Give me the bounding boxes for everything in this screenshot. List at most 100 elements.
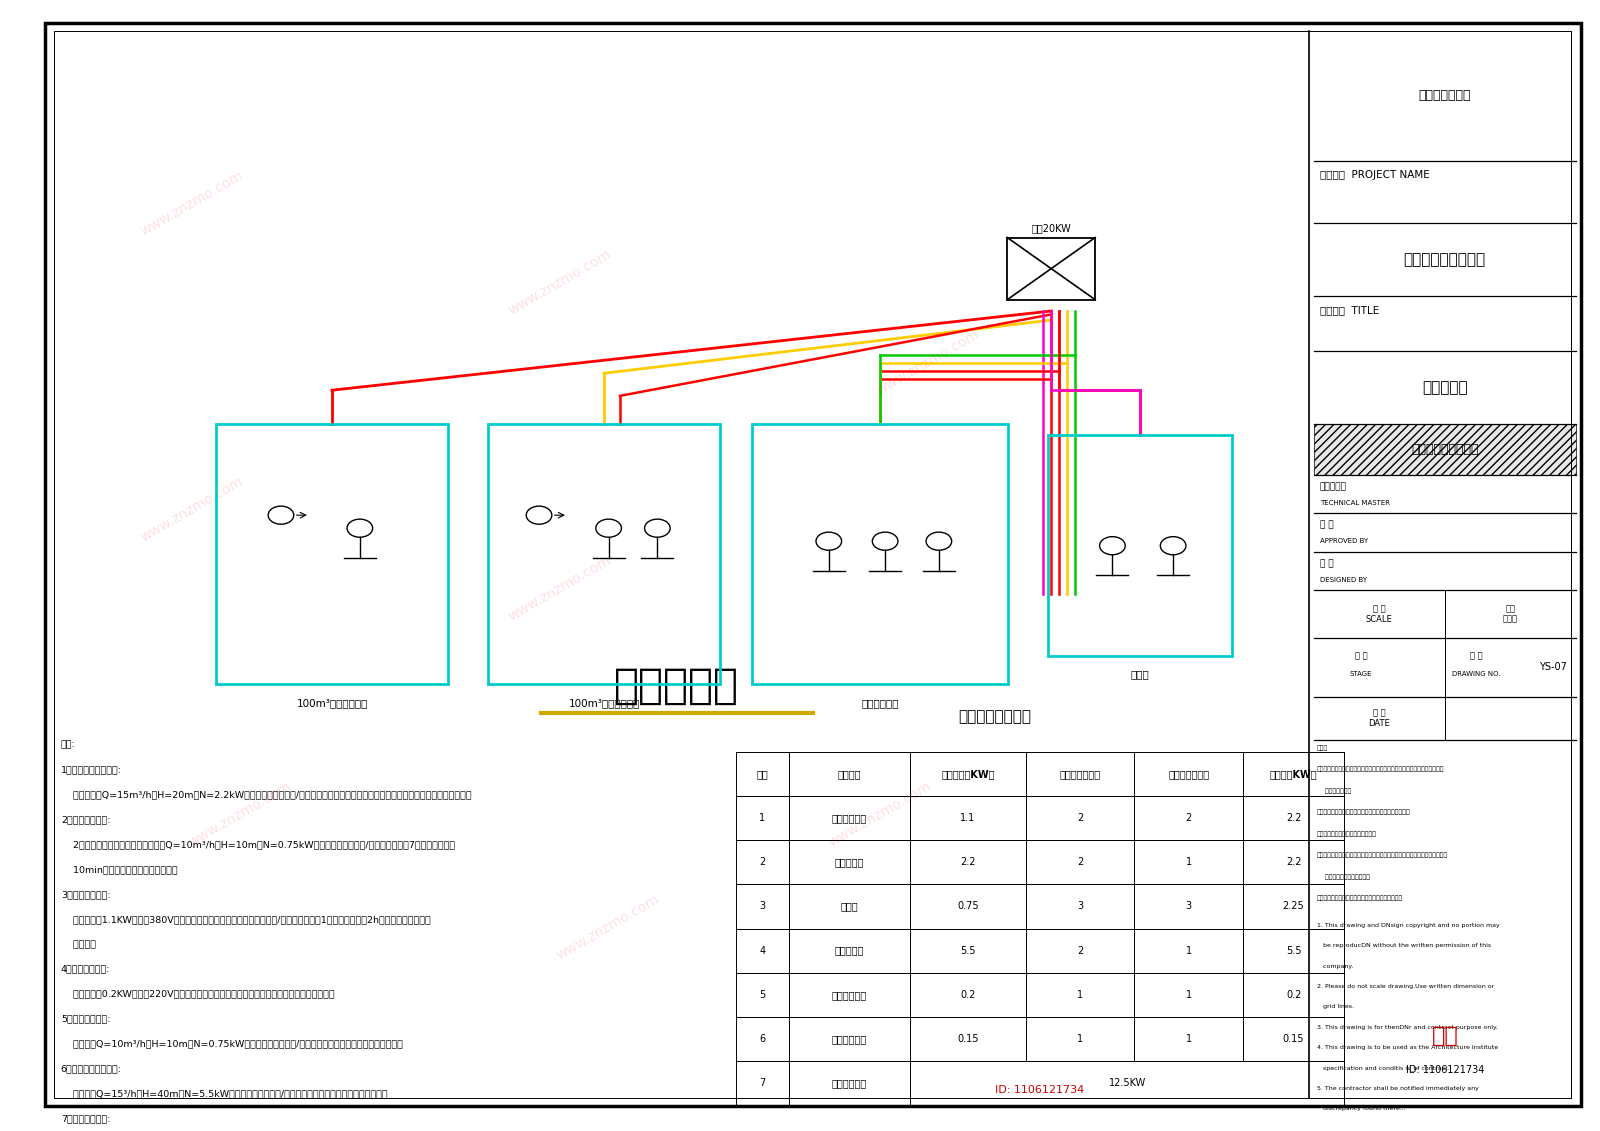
- Text: 单台功率（KW）: 单台功率（KW）: [941, 769, 995, 779]
- Text: 玻璃钢清水池: 玻璃钢清水池: [861, 698, 899, 708]
- Text: 图纸名称  TITLE: 图纸名称 TITLE: [1320, 305, 1379, 316]
- Text: 雨水提升泵: 雨水提升泵: [835, 857, 864, 867]
- Text: 1、蓄水池雨水提升泵:: 1、蓄水池雨水提升泵:: [61, 766, 122, 775]
- Text: 2个蓄水池各放置一台，泵规格为：Q=10m³/h，H=10m，N=0.75kW，控制方式为：手动/自动，自动时以7天为周期，排泥: 2个蓄水池各放置一台，泵规格为：Q=10m³/h，H=10m，N=0.75kW，…: [61, 840, 454, 849]
- Text: 6、清水池回用供水泵:: 6、清水池回用供水泵:: [61, 1064, 122, 1073]
- Text: 雨水收集与利用系统: 雨水收集与利用系统: [1411, 443, 1478, 456]
- Bar: [752, 424, 1008, 684]
- Text: 2.25: 2.25: [1283, 901, 1304, 912]
- Text: （二）切勿以比例量度此图，一切准绳以数字所示为准。: （二）切勿以比例量度此图，一切准绳以数字所示为准。: [1317, 810, 1411, 815]
- Text: 2、蓄水池排污泵:: 2、蓄水池排污泵:: [61, 815, 110, 824]
- Text: 12.5KW: 12.5KW: [1109, 1078, 1146, 1088]
- Text: 雨水回用泵: 雨水回用泵: [835, 946, 864, 956]
- Text: 位停泵；: 位停泵；: [61, 940, 96, 949]
- Bar: [1314, 424, 1576, 475]
- Text: 说明:: 说明:: [61, 741, 75, 750]
- Text: （五）承建商如发现有矛盾处，应立即通知本公司。: （五）承建商如发现有矛盾处，应立即通知本公司。: [1317, 896, 1403, 901]
- Text: 2: 2: [1186, 813, 1192, 823]
- Text: www.znzmo.com: www.znzmo.com: [138, 474, 246, 544]
- Text: 泵规格为：Q=15m³/h，H=20m，N=2.2kW，控制方式为：手动/自动，自动时蓄水池低液位停泵，高液位启泵；清水池高液位停泵；: 泵规格为：Q=15m³/h，H=20m，N=2.2kW，控制方式为：手动/自动，…: [61, 791, 472, 800]
- Text: 3. This drawing is for thenDNr and contract purpose only.: 3. This drawing is for thenDNr and contr…: [1317, 1025, 1498, 1029]
- Text: www.znzmo.com: www.znzmo.com: [874, 327, 982, 397]
- Text: 3: 3: [1077, 901, 1083, 912]
- Text: www.znzmo.com: www.znzmo.com: [506, 248, 614, 318]
- Text: 系统电气图: 系统电气图: [614, 665, 739, 707]
- Text: www.znzmo.com: www.znzmo.com: [186, 779, 294, 849]
- Bar: [1008, 238, 1094, 300]
- Text: 3: 3: [1186, 901, 1192, 912]
- Text: 10min后停泵；蓄水池低液位停泵；: 10min后停泵；蓄水池低液位停泵；: [61, 865, 178, 874]
- Text: STAGE: STAGE: [1349, 671, 1373, 677]
- Text: 0.15: 0.15: [1283, 1034, 1304, 1044]
- Text: 运行功率合计: 运行功率合计: [832, 1078, 867, 1088]
- Text: 2: 2: [1077, 857, 1083, 867]
- Text: 2.2: 2.2: [1286, 857, 1301, 867]
- Text: 技术出图专用章: 技术出图专用章: [1419, 89, 1470, 102]
- Text: 射流曝气装置: 射流曝气装置: [832, 813, 867, 823]
- Text: specification and conditis is_of contract.: specification and conditis is_of contrac…: [1317, 1065, 1450, 1071]
- Text: 2: 2: [760, 857, 765, 867]
- Text: （一）此设计图纸之版权归本公司所有，未经本公司书面批准，任何部份不得: （一）此设计图纸之版权归本公司所有，未经本公司书面批准，任何部份不得: [1317, 767, 1445, 772]
- Text: www.znzmo.com: www.znzmo.com: [826, 779, 934, 849]
- Text: 注意：: 注意：: [1317, 745, 1328, 751]
- Text: grid lines.: grid lines.: [1317, 1004, 1354, 1009]
- Text: 自来水补水阀: 自来水补水阀: [832, 1034, 867, 1044]
- Text: 1. This drawing and DNsign copyright and no portion may: 1. This drawing and DNsign copyright and…: [1317, 923, 1499, 927]
- Text: 设备名称: 设备名称: [838, 769, 861, 779]
- Text: www.znzmo.com: www.znzmo.com: [138, 169, 246, 239]
- Text: 图 号: 图 号: [1470, 651, 1483, 661]
- Text: 编号: 编号: [757, 769, 768, 779]
- Text: 及合约内列明的各项条件。: 及合约内列明的各项条件。: [1317, 874, 1370, 880]
- Text: 100m³玻璃钢蓄水池: 100m³玻璃钢蓄水池: [568, 698, 640, 708]
- Text: 泵规格为Q=15³/h，H=40m，N=5.5kW，控制方式为：手动/自动，自动时低液位停泵，高液位启泵；: 泵规格为Q=15³/h，H=40m，N=5.5kW，控制方式为：手动/自动，自动…: [61, 1089, 387, 1098]
- Text: 1: 1: [1186, 1034, 1192, 1044]
- Text: 运行功率为1.1KW，电压380V，蓄水池各设置一台，控制方式为：手动/自动，自动时以1天为周期，曝气2h后停止；蓄水池低液: 运行功率为1.1KW，电压380V，蓄水池各设置一台，控制方式为：手动/自动，自…: [61, 915, 430, 924]
- Text: 知乐: 知乐: [1432, 1026, 1458, 1046]
- Text: 系统电气图: 系统电气图: [1422, 380, 1467, 395]
- Text: 2.2: 2.2: [960, 857, 976, 867]
- Text: 泵规格为Q=10m³/h，H=10m，N=0.75kW，控制方式为：手动/自动，自动时低液位停泵，高液位启泵；: 泵规格为Q=10m³/h，H=10m，N=0.75kW，控制方式为：手动/自动，…: [61, 1039, 403, 1048]
- Text: ID: 1106121734: ID: 1106121734: [995, 1085, 1085, 1095]
- Text: ID: 1106121734: ID: 1106121734: [1406, 1065, 1483, 1074]
- Text: 雨水回收与利用项目: 雨水回收与利用项目: [1403, 252, 1486, 267]
- Text: company.: company.: [1317, 964, 1354, 968]
- Text: 3: 3: [760, 901, 765, 912]
- Text: 审 核: 审 核: [1320, 520, 1334, 529]
- Text: 4: 4: [760, 946, 765, 956]
- Bar: [1048, 435, 1232, 656]
- Text: DRAWING NO.: DRAWING NO.: [1453, 671, 1501, 677]
- Text: 运行功率为0.2KW，电压220V，自动时与供水泵联动控制，提升泵启动则紫外线消毒器启动；: 运行功率为0.2KW，电压220V，自动时与供水泵联动控制，提升泵启动则紫外线消…: [61, 990, 334, 999]
- Text: 2. Please do not scale drawing.Use written dimension or: 2. Please do not scale drawing.Use writt…: [1317, 984, 1494, 988]
- Text: 100m³玻璃钢蓄水池: 100m³玻璃钢蓄水池: [296, 698, 368, 708]
- Text: discrepancy found there...: discrepancy found there...: [1317, 1106, 1405, 1111]
- Text: 5. The contractor shall be notified immediately any: 5. The contractor shall be notified imme…: [1317, 1086, 1478, 1090]
- Text: 1: 1: [1077, 990, 1083, 1000]
- Text: be reproducDN without the written permission of this: be reproducDN without the written permis…: [1317, 943, 1491, 948]
- Text: 0.2: 0.2: [1286, 990, 1301, 1000]
- Text: 2: 2: [1077, 813, 1083, 823]
- Text: 日 期
DATE: 日 期 DATE: [1368, 708, 1390, 728]
- Text: APPROVED BY: APPROVED BY: [1320, 538, 1368, 544]
- Text: 雨水控制箱: 雨水控制箱: [1037, 243, 1066, 253]
- Text: 6: 6: [760, 1034, 765, 1044]
- Text: 1: 1: [1077, 1034, 1083, 1044]
- Text: 4、紫外线消毒器:: 4、紫外线消毒器:: [61, 965, 110, 974]
- Text: www.znzmo.com: www.znzmo.com: [554, 892, 662, 962]
- Text: （四）使用此图时应同时参照建筑图则，结构图则，及其它有关图则，施工规范: （四）使用此图时应同时参照建筑图则，结构图则，及其它有关图则，施工规范: [1317, 853, 1448, 858]
- Text: 用电量（KW）: 用电量（KW）: [1270, 769, 1317, 779]
- Text: 照抄及或复印。: 照抄及或复印。: [1317, 788, 1350, 794]
- Text: 1: 1: [760, 813, 765, 823]
- Text: 紫外线消毒器: 紫外线消毒器: [832, 990, 867, 1000]
- Text: www.znzmo.com: www.znzmo.com: [506, 553, 614, 623]
- Text: 5: 5: [760, 990, 765, 1000]
- Text: 1: 1: [1186, 990, 1192, 1000]
- Text: 专业
给排水: 专业 给排水: [1502, 604, 1518, 624]
- Text: TECHNICAL MASTER: TECHNICAL MASTER: [1320, 500, 1390, 506]
- Bar: [216, 424, 448, 684]
- Text: 设 计: 设 计: [1320, 559, 1334, 568]
- Text: 1: 1: [1186, 857, 1192, 867]
- Text: 7: 7: [760, 1078, 765, 1088]
- Text: 1: 1: [1186, 946, 1192, 956]
- Text: 专业负责人: 专业负责人: [1320, 482, 1347, 491]
- Text: 5.5: 5.5: [1286, 946, 1301, 956]
